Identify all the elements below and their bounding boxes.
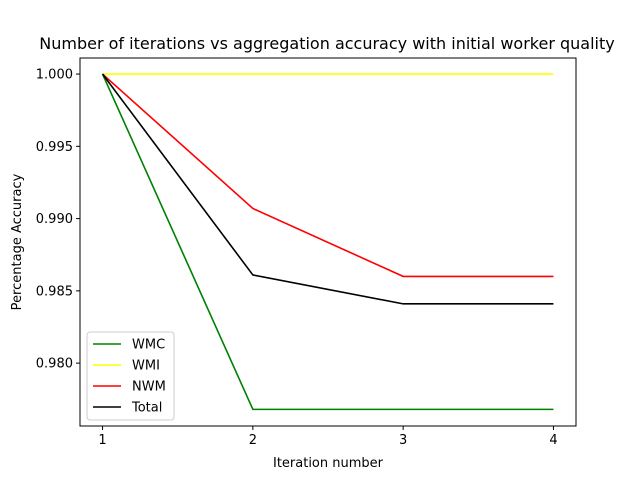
plot-frame: [79, 57, 577, 427]
plot-lines: [101, 73, 554, 411]
y-tick-label: 1.000: [36, 68, 73, 83]
legend-label-total: Total: [131, 401, 162, 416]
x-tick-label: 2: [249, 433, 257, 448]
y-axis-label: Percentage Accuracy: [10, 173, 25, 310]
x-tick-label: 1: [98, 433, 106, 448]
y-tick-label: 0.985: [36, 284, 73, 299]
legend-label-nwm: NWM: [132, 380, 166, 395]
chart-title: Number of iterations vs aggregation accu…: [39, 34, 614, 53]
x-tick-label: 3: [399, 433, 407, 448]
y-tick-label: 0.980: [36, 357, 73, 372]
x-tick-label: 4: [549, 433, 557, 448]
legend-label-wmi: WMI: [132, 359, 160, 374]
y-axis: 0.980 0.985 0.990 0.995 1.000: [36, 68, 80, 372]
series-line-nwm: [102, 73, 554, 278]
y-tick-label: 0.995: [36, 140, 73, 155]
legend-box: [86, 331, 175, 421]
series-line-total: [101, 73, 554, 305]
legend-label-wmc: WMC: [132, 338, 165, 353]
legend: WMC WMI NWM Total: [86, 331, 175, 421]
x-axis: 1 2 3 4: [98, 426, 558, 448]
x-axis-label: Iteration number: [273, 456, 384, 471]
y-tick-label: 0.990: [36, 212, 73, 227]
series-line-wmc: [101, 73, 554, 411]
